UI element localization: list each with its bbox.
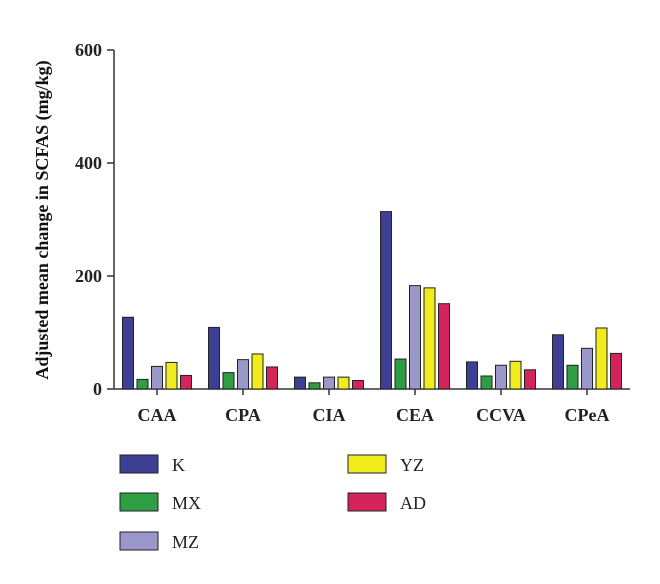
legend: K MX MZ YZ AD (119, 454, 426, 552)
x-tick-label: CCVA (476, 405, 526, 425)
legend-swatch-yz (347, 454, 387, 474)
x-tick-label: CPA (225, 405, 261, 425)
bar-mz-cpea (581, 347, 593, 390)
bar-mz-caa (151, 365, 163, 390)
legend-label-mz: MZ (172, 532, 199, 552)
legend-label-mx: MX (172, 493, 201, 513)
bar-k-cpea (552, 334, 564, 390)
bar-yz-caa (165, 361, 178, 390)
legend-label-yz: YZ (400, 455, 424, 475)
y-tick-label: 600 (75, 40, 102, 60)
y-axis: 0 200 400 600 (75, 40, 115, 399)
bar-k-cpa (208, 326, 220, 390)
bar-yz-cpea (595, 327, 608, 390)
bar-mx-caa (136, 378, 149, 390)
bar-ad-cpa (266, 366, 278, 390)
y-tick-label: 200 (75, 266, 102, 286)
legend-swatch-ad (347, 492, 387, 512)
bar-yz-cpa (251, 353, 264, 390)
y-tick-label: 400 (75, 153, 102, 173)
legend-swatch-mx (119, 492, 159, 512)
y-axis-label: Adjusted mean change in SCFAS (mg/kg) (32, 60, 53, 379)
bar-k-cea (380, 211, 392, 390)
bar-mx-cia (308, 382, 321, 390)
legend-label-k: K (172, 455, 185, 475)
x-axis: CAA CPA CIA CEA CCVA CPeA (114, 388, 630, 425)
x-tick-label: CPeA (565, 405, 610, 425)
bar-ad-cpea (610, 352, 622, 390)
y-tick-label: 0 (93, 379, 102, 399)
x-tick-label: CAA (138, 405, 177, 425)
bar-ad-ccva (524, 369, 536, 390)
bar-yz-cia (337, 376, 350, 390)
bar-mx-cea (394, 358, 407, 390)
bar-mz-cpa (237, 359, 249, 390)
legend-swatch-mz (119, 531, 159, 551)
bar-mz-cea (409, 285, 421, 390)
bar-ad-caa (180, 374, 192, 390)
bar-ad-cea (438, 303, 450, 390)
bars (122, 211, 622, 390)
bar-k-caa (122, 316, 134, 390)
bar-k-ccva (466, 361, 478, 390)
legend-label-ad: AD (400, 493, 426, 513)
bar-mx-cpea (566, 364, 579, 390)
bar-mz-cia (323, 376, 335, 390)
bar-mx-ccva (480, 375, 493, 390)
bar-ad-cia (352, 380, 364, 390)
bar-yz-ccva (509, 360, 522, 390)
bar-mz-ccva (495, 364, 507, 390)
legend-swatch-k (119, 454, 159, 474)
bar-k-cia (294, 376, 306, 390)
bar-mx-cpa (222, 372, 235, 390)
bar-yz-cea (423, 287, 436, 390)
x-tick-label: CEA (396, 405, 434, 425)
x-tick-label: CIA (312, 405, 345, 425)
